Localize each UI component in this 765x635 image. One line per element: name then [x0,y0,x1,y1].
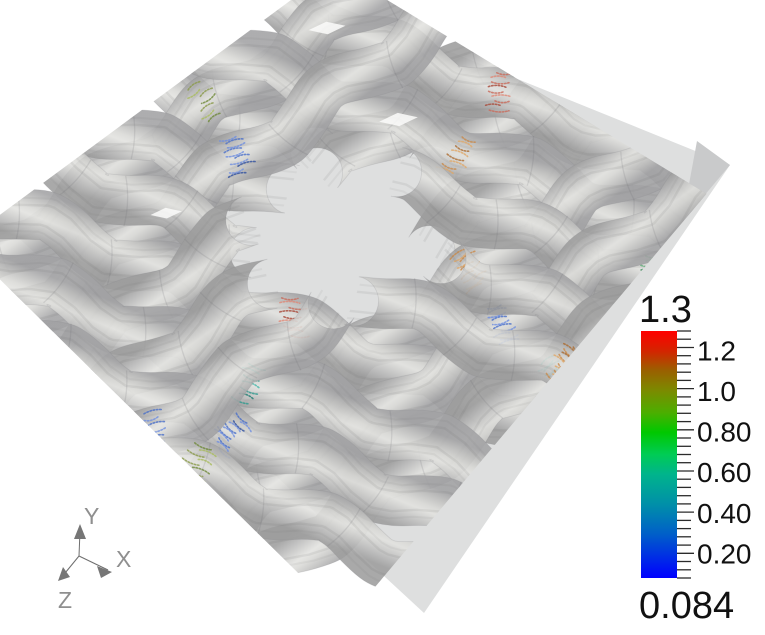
svg-text:0.40: 0.40 [697,498,752,529]
svg-text:X: X [116,546,131,572]
svg-text:1.3: 1.3 [639,289,692,331]
svg-text:0.60: 0.60 [697,457,752,488]
svg-text:1.0: 1.0 [697,376,736,407]
svg-text:0.80: 0.80 [697,417,752,448]
svg-text:1.2: 1.2 [697,335,736,366]
svg-text:Y: Y [84,503,99,529]
svg-text:Z: Z [58,587,72,613]
svg-text:0.20: 0.20 [697,538,752,569]
svg-text:0.084: 0.084 [639,585,734,627]
